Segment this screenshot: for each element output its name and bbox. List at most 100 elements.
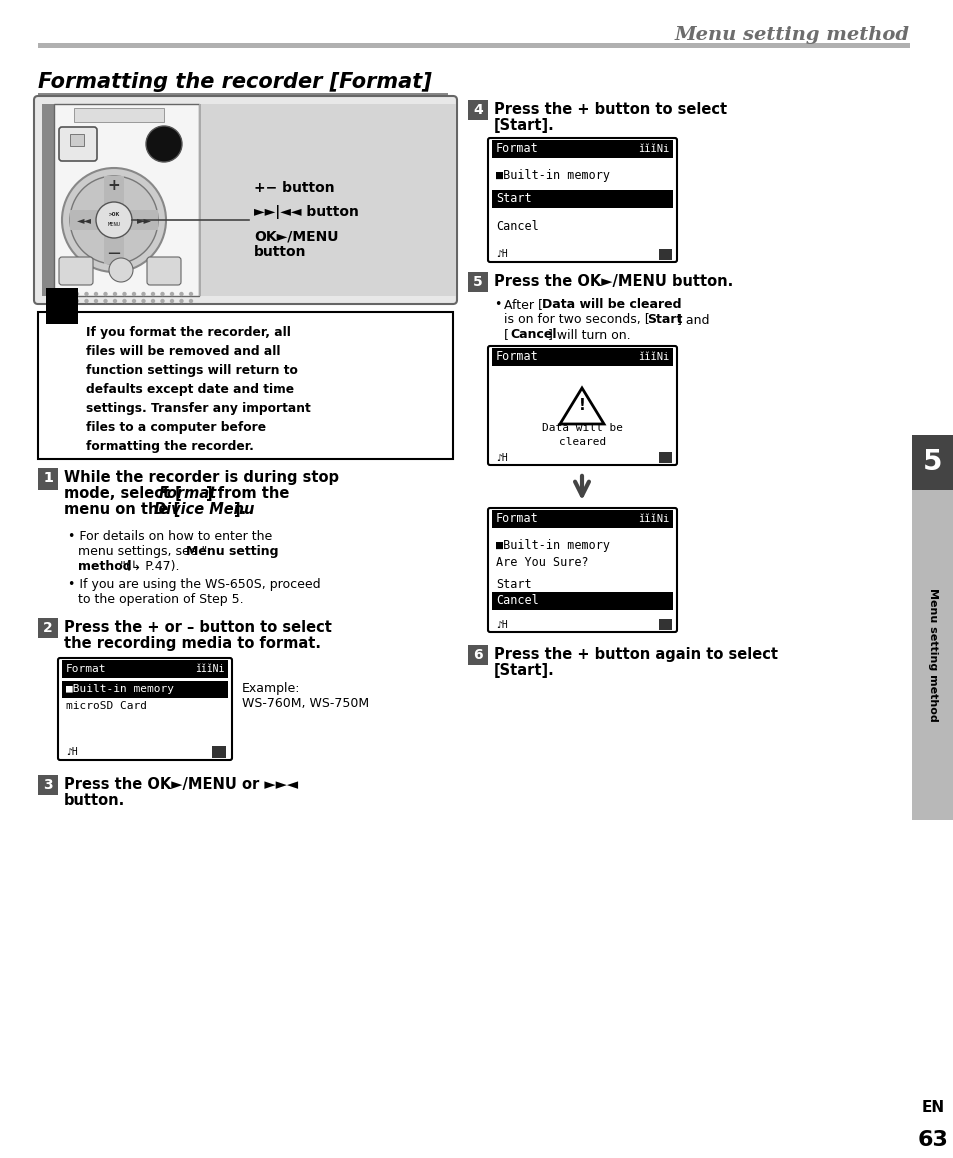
Text: • If you are using the WS-650S, proceed: • If you are using the WS-650S, proceed (68, 578, 320, 591)
Text: is on for two seconds, [: is on for two seconds, [ (503, 313, 649, 327)
Text: 1: 1 (43, 471, 52, 485)
Text: Data will be cleared: Data will be cleared (541, 298, 680, 312)
Text: microSD Card: microSD Card (66, 701, 147, 711)
FancyBboxPatch shape (59, 127, 97, 161)
Circle shape (109, 258, 132, 283)
Circle shape (55, 292, 60, 296)
Circle shape (70, 176, 158, 264)
Bar (911, 490, 953, 820)
Text: Menu setting method: Menu setting method (675, 25, 909, 44)
Bar (911, 435, 953, 490)
Text: After [: After [ (503, 298, 542, 312)
Text: ♪H: ♪H (496, 249, 507, 259)
Circle shape (122, 292, 127, 296)
Bar (492, 510, 672, 528)
Bar (38, 43, 909, 47)
Text: !: ! (578, 398, 585, 413)
Text: [Start].: [Start]. (494, 118, 554, 133)
Text: button.: button. (64, 793, 125, 808)
Text: 63: 63 (917, 1130, 947, 1150)
Text: Start: Start (496, 578, 531, 591)
Bar (468, 100, 488, 120)
Circle shape (74, 292, 79, 296)
Text: menu on the [: menu on the [ (64, 503, 180, 516)
Circle shape (160, 299, 165, 303)
FancyBboxPatch shape (488, 508, 677, 632)
Circle shape (93, 292, 98, 296)
Text: files to a computer before: files to a computer before (86, 422, 266, 434)
FancyBboxPatch shape (147, 257, 181, 285)
Text: mode, select [: mode, select [ (64, 486, 182, 501)
Bar (70, 134, 84, 146)
Text: ǐǐǐNi: ǐǐǐNi (638, 514, 668, 525)
Circle shape (179, 299, 184, 303)
Bar (38, 468, 58, 488)
Circle shape (55, 299, 60, 303)
Text: ►►: ►► (136, 215, 152, 225)
Bar (659, 452, 671, 463)
Circle shape (84, 299, 89, 303)
Text: Start: Start (646, 313, 681, 327)
Text: formatting the recorder.: formatting the recorder. (86, 440, 253, 453)
Text: Data will be: Data will be (541, 423, 622, 433)
FancyBboxPatch shape (59, 257, 92, 285)
Text: OK►/MENU: OK►/MENU (253, 229, 338, 243)
Bar (46, 288, 78, 324)
Text: >OK: >OK (109, 213, 119, 218)
Text: Cancel: Cancel (510, 328, 556, 340)
Bar (201, 104, 456, 296)
Bar (113, 210, 158, 230)
Text: cleared: cleared (558, 437, 605, 447)
Bar (468, 272, 488, 292)
Text: •: • (494, 298, 501, 312)
Circle shape (151, 292, 155, 296)
Bar (492, 592, 672, 610)
Text: ] and: ] and (677, 313, 709, 327)
Bar (659, 620, 671, 630)
Bar (74, 108, 164, 122)
Text: Menu setting method: Menu setting method (927, 588, 937, 721)
FancyBboxPatch shape (488, 138, 677, 262)
Text: !: ! (56, 330, 68, 354)
Text: Start: Start (496, 192, 531, 205)
Text: WS-760M, WS-750M: WS-760M, WS-750M (242, 697, 369, 710)
Text: ►►|◄◄ button: ►►|◄◄ button (253, 205, 358, 219)
Text: ǐǐǐNi: ǐǐǐNi (638, 352, 668, 362)
Bar (38, 470, 58, 490)
Circle shape (84, 292, 89, 296)
Text: function settings will return to: function settings will return to (86, 364, 297, 378)
Circle shape (189, 299, 193, 303)
Text: ǐǐǐNi: ǐǐǐNi (638, 144, 668, 154)
Text: 1: 1 (43, 471, 52, 485)
Text: ] from the: ] from the (206, 486, 289, 501)
Text: ◄◄: ◄◄ (76, 215, 91, 225)
Text: the recording media to format.: the recording media to format. (64, 636, 320, 651)
Text: defaults except date and time: defaults except date and time (86, 383, 294, 396)
Text: Format: Format (496, 513, 538, 526)
Text: Press the + button again to select: Press the + button again to select (494, 647, 778, 662)
Text: 3: 3 (43, 778, 52, 792)
Bar (38, 618, 58, 638)
Text: menu settings, see ": menu settings, see " (78, 545, 207, 558)
Text: Divice Menu: Divice Menu (153, 503, 254, 516)
Bar (70, 210, 113, 230)
Bar (38, 468, 58, 488)
Text: ♪H: ♪H (66, 747, 77, 757)
Bar (212, 746, 226, 758)
Circle shape (112, 299, 117, 303)
Circle shape (62, 168, 166, 272)
Circle shape (112, 292, 117, 296)
Bar (38, 93, 448, 95)
Text: method: method (78, 560, 132, 573)
Bar (492, 349, 672, 366)
Text: 4: 4 (473, 103, 482, 117)
Bar (62, 660, 228, 677)
Bar (38, 312, 453, 459)
Text: −: − (107, 245, 121, 263)
Circle shape (122, 299, 127, 303)
Text: ■Built-in memory: ■Built-in memory (66, 683, 173, 692)
Circle shape (141, 299, 146, 303)
Text: EN: EN (921, 1100, 943, 1115)
Text: Cancel: Cancel (496, 220, 538, 233)
Text: Press the + or – button to select: Press the + or – button to select (64, 620, 332, 635)
